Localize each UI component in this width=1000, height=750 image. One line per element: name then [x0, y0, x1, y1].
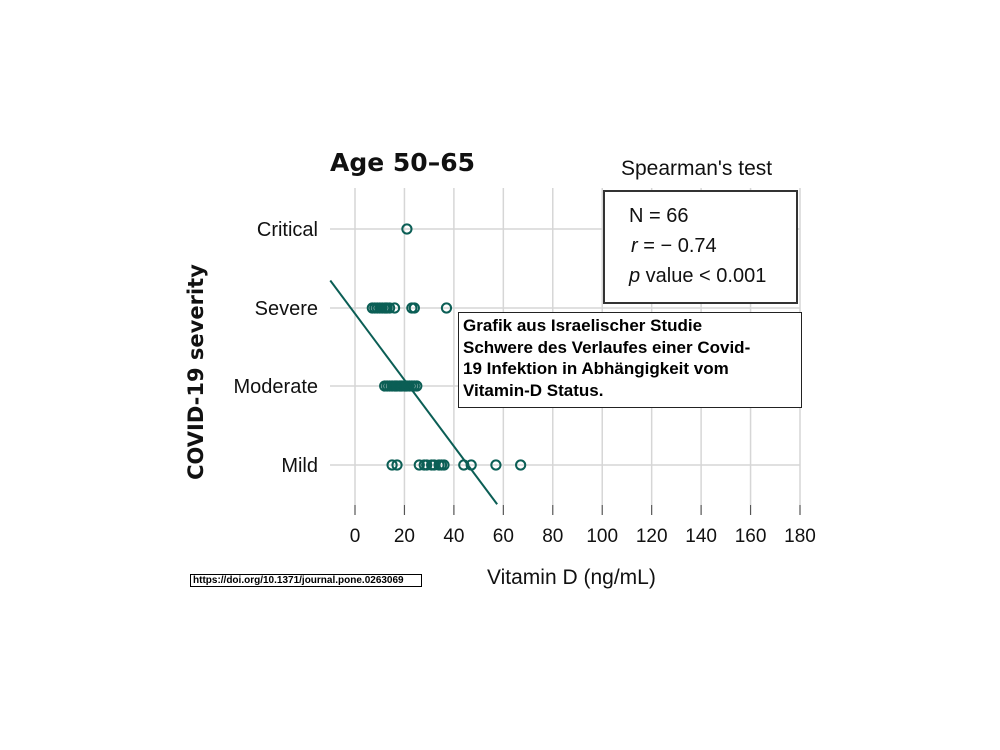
data-point — [421, 459, 433, 471]
stats-p-symbol: p — [629, 265, 641, 287]
x-tick-label: 100 — [586, 526, 618, 547]
data-point — [413, 459, 425, 471]
source-doi-link[interactable]: https://doi.org/10.1371/journal.pone.026… — [190, 574, 422, 587]
stats-p: p value < 0.001 — [629, 265, 766, 288]
data-point — [401, 223, 413, 235]
data-point — [411, 380, 423, 392]
annotation-line: 19 Infektion in Abhängigkeit vom — [463, 359, 729, 378]
data-point — [386, 459, 398, 471]
y-tick-label: Mild — [281, 455, 318, 477]
data-point — [408, 302, 420, 314]
x-tick-label: 180 — [784, 526, 816, 547]
data-point — [490, 459, 502, 471]
stats-box: N = 66 r = − 0.74 p value < 0.001 — [603, 190, 798, 304]
y-axis-label: COVID-19 severity — [184, 264, 208, 480]
stats-r-value: = − 0.74 — [637, 235, 717, 257]
x-tick-label: 40 — [443, 526, 464, 547]
annotation-line: Vitamin-D Status. — [463, 380, 604, 400]
chart-title: Age 50–65 — [330, 148, 475, 177]
y-tick-label: Moderate — [234, 376, 319, 398]
x-tick-label: 20 — [394, 526, 415, 547]
x-tick-label: 80 — [542, 526, 563, 547]
stats-p-value: value < 0.001 — [640, 265, 767, 287]
x-tick-label: 0 — [350, 526, 361, 547]
data-point — [388, 302, 401, 314]
x-tick-label: 160 — [735, 526, 767, 547]
data-point — [438, 459, 450, 471]
annotation-line: Schwere des Verlaufes einer Covid- — [463, 337, 751, 357]
stats-title: Spearman's test — [621, 157, 773, 180]
x-tick-label: 60 — [493, 526, 514, 547]
trend-line — [329, 279, 498, 505]
x-tick-label: 140 — [685, 526, 717, 547]
data-point — [515, 459, 527, 471]
y-tick-label: Critical — [257, 219, 318, 241]
stats-r: r = − 0.74 — [631, 235, 717, 258]
x-axis-label: Vitamin D (ng/mL) — [487, 566, 656, 589]
stats-n: N = 66 — [629, 205, 689, 227]
data-point — [391, 459, 403, 471]
y-tick-label: Severe — [255, 298, 318, 320]
tick-labels: 0 20 40 60 80 100 120 140 160 180 Mild Moderate Seve… — [234, 219, 816, 547]
stats-r-symbol: r — [631, 235, 638, 257]
annotation-box: Grafik aus Israelischer Studie Schwere d… — [458, 312, 802, 408]
data-point — [384, 302, 396, 314]
x-tick-label: 120 — [636, 526, 668, 547]
annotation-line: Grafik aus Israelischer Studie — [463, 316, 703, 335]
data-point — [440, 302, 453, 314]
